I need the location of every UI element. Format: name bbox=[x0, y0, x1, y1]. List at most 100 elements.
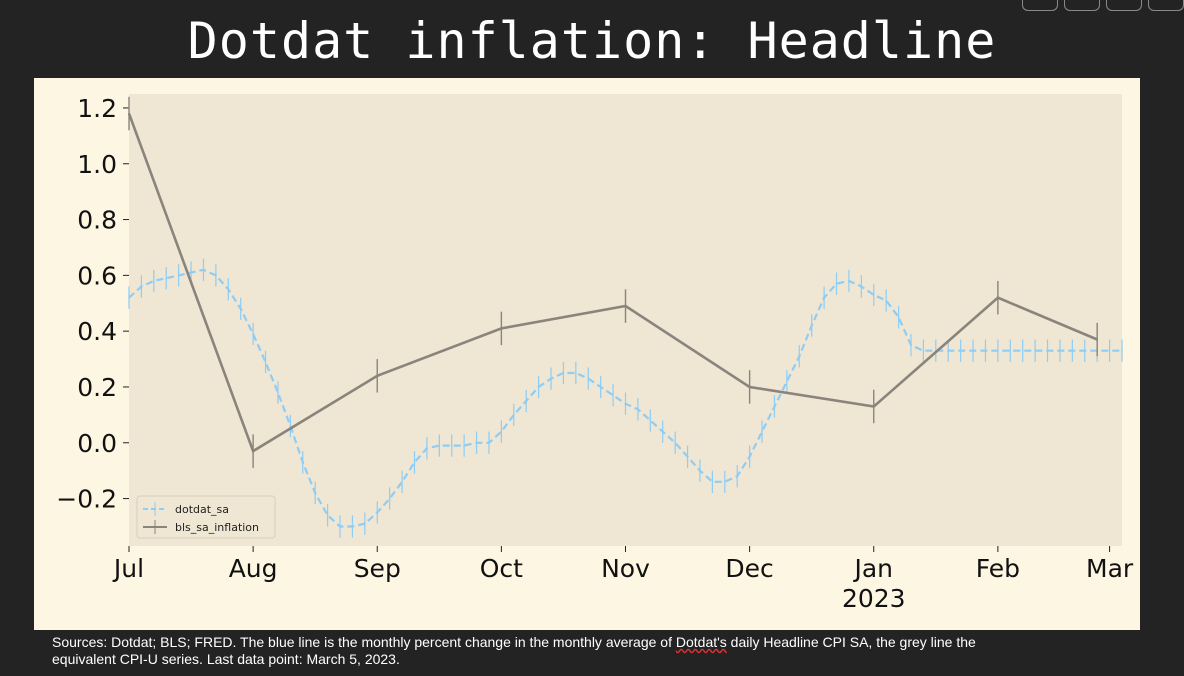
bls-point bbox=[997, 296, 999, 299]
dotdat-point bbox=[835, 282, 838, 285]
dotdat-point bbox=[140, 285, 143, 288]
bls-point bbox=[748, 386, 751, 388]
x-tick-label: Dec bbox=[725, 554, 773, 583]
bls-point bbox=[376, 375, 379, 377]
legend-label: bls_sa_inflation bbox=[175, 521, 259, 534]
dotdat-point bbox=[761, 430, 763, 433]
x-tick-label: Oct bbox=[480, 554, 523, 583]
dotdat-point bbox=[376, 511, 379, 514]
dotdat-point bbox=[972, 349, 974, 352]
dotdat-point bbox=[475, 441, 478, 444]
dotdat-point bbox=[351, 525, 354, 528]
window-control-tab[interactable] bbox=[1106, 0, 1142, 11]
source-text-part1: Sources: Dotdat; BLS; FRED. The blue lin… bbox=[52, 634, 676, 650]
bls-point bbox=[500, 327, 503, 330]
dotdat-point bbox=[612, 394, 614, 397]
bls-point bbox=[128, 112, 130, 115]
dotdat-point bbox=[438, 444, 441, 447]
dotdat-point bbox=[897, 316, 900, 319]
dotdat-point bbox=[1083, 349, 1086, 352]
x-tick-label: Aug bbox=[229, 554, 278, 583]
dotdat-point bbox=[860, 285, 863, 288]
y-tick-label: 0.0 bbox=[77, 429, 117, 458]
window-control-tab[interactable] bbox=[1022, 0, 1058, 11]
y-tick-label: 0.6 bbox=[77, 261, 117, 290]
dotdat-point bbox=[885, 299, 887, 302]
dotdat-point bbox=[339, 525, 341, 528]
x-tick-label: Jan bbox=[852, 554, 893, 583]
dotdat-point bbox=[1034, 349, 1036, 352]
window-control-tab[interactable] bbox=[1148, 0, 1184, 11]
dotdat-point bbox=[289, 425, 292, 427]
dotdat-point bbox=[413, 461, 416, 464]
window-controls bbox=[1022, 0, 1184, 14]
dotdat-point bbox=[1009, 349, 1012, 352]
dotdat-point bbox=[190, 271, 192, 274]
dotdat-point bbox=[128, 296, 130, 299]
dotdat-point bbox=[401, 481, 403, 483]
dotdat-point bbox=[488, 441, 490, 444]
dotdat-point bbox=[674, 441, 676, 444]
dotdat-point bbox=[624, 402, 627, 405]
dotdat-point bbox=[575, 372, 577, 374]
line-chart: 1.2 1.0 0.8 0.6 0.4 0.2 0.0 −0.2 Jul Aug Sep Oct Nov… bbox=[56, 94, 1134, 613]
dotdat-point bbox=[215, 274, 217, 277]
bls-point bbox=[252, 450, 254, 452]
dotdat-point bbox=[388, 497, 391, 500]
dotdat-point bbox=[997, 349, 999, 352]
dotdat-point bbox=[1046, 349, 1049, 352]
dotdat-point bbox=[562, 372, 565, 374]
dotdat-point bbox=[165, 277, 168, 279]
dotdat-point bbox=[711, 481, 714, 483]
dotdat-point bbox=[947, 349, 950, 352]
dotdat-point bbox=[798, 355, 801, 358]
bls-point bbox=[624, 305, 627, 307]
dotdat-point bbox=[959, 349, 962, 352]
dotdat-point bbox=[227, 288, 230, 291]
x-tick-label: Nov bbox=[601, 554, 650, 583]
dotdat-point bbox=[649, 419, 652, 422]
dotdat-point bbox=[587, 377, 590, 380]
x-tick-label: Sep bbox=[354, 554, 401, 583]
legend-box bbox=[136, 495, 276, 539]
dotdat-point bbox=[500, 430, 503, 433]
dotdat-point bbox=[463, 444, 465, 447]
dotdat-point bbox=[848, 280, 850, 282]
dotdat-point bbox=[810, 324, 813, 327]
dotdat-point bbox=[773, 405, 776, 408]
dotdat-point bbox=[512, 414, 515, 416]
dotdat-point bbox=[364, 522, 366, 525]
y-tick-label: 0.8 bbox=[77, 206, 117, 235]
x-tick-label: Mar bbox=[1086, 554, 1134, 583]
dotdat-point bbox=[239, 308, 242, 310]
bls-point bbox=[872, 405, 875, 408]
dotdat-point bbox=[599, 386, 602, 388]
dotdat-point bbox=[786, 380, 788, 383]
dotdat-point bbox=[252, 333, 254, 335]
dotdat-point bbox=[686, 455, 689, 458]
x-tick-label: Feb bbox=[976, 554, 1020, 583]
source-text-underlined: Dotdat's bbox=[675, 634, 727, 650]
dotdat-point bbox=[537, 386, 540, 388]
chart-panel: 1.2 1.0 0.8 0.6 0.4 0.2 0.0 −0.2 Jul Aug Sep Oct Nov… bbox=[34, 78, 1140, 630]
y-tick-label: 0.2 bbox=[77, 373, 117, 402]
y-tick-label: 1.0 bbox=[77, 150, 117, 179]
y-tick-label: 0.4 bbox=[77, 317, 117, 346]
y-tick-label: 1.2 bbox=[77, 94, 117, 123]
dotdat-point bbox=[426, 447, 428, 450]
dotdat-point bbox=[153, 280, 155, 282]
dotdat-point bbox=[736, 475, 739, 478]
dotdat-point bbox=[1071, 349, 1074, 352]
window-control-tab[interactable] bbox=[1064, 0, 1100, 11]
dotdat-point bbox=[748, 455, 751, 458]
dotdat-point bbox=[984, 349, 987, 352]
x-tick-label: Jul bbox=[112, 554, 144, 583]
dotdat-point bbox=[264, 361, 267, 363]
dotdat-point bbox=[1059, 349, 1061, 352]
dotdat-point bbox=[637, 408, 639, 411]
source-note: Sources: Dotdat; BLS; FRED. The blue lin… bbox=[52, 634, 1132, 668]
dotdat-point bbox=[724, 481, 726, 483]
dotdat-point bbox=[1121, 349, 1123, 352]
dotdat-point bbox=[1021, 349, 1024, 352]
dotdat-point bbox=[450, 444, 453, 447]
